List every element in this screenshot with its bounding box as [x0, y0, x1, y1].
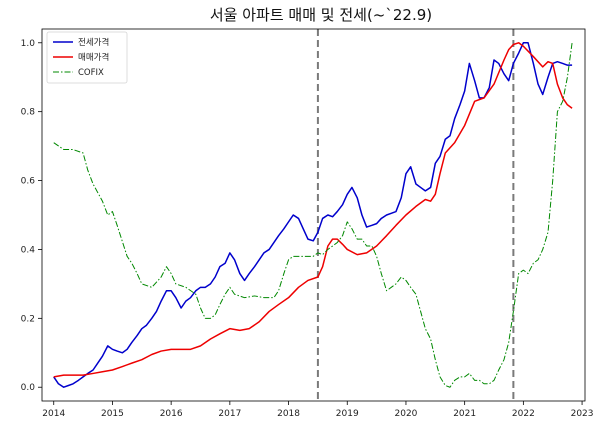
x-tick-label: 2023: [571, 409, 594, 419]
x-tick-label: 2018: [277, 409, 300, 419]
y-tick-label: 1.0: [21, 39, 36, 49]
y-tick-label: 0.8: [21, 108, 36, 118]
y-tick-label: 0.2: [21, 314, 35, 324]
plot-area: [53, 29, 573, 401]
legend-label-1: 전세가격: [78, 37, 109, 48]
legend-label-3: COFIX: [78, 68, 104, 78]
series-line-2: [53, 42, 573, 378]
plot-frame: [41, 28, 586, 402]
legend-box: [46, 31, 128, 84]
x-tick-label: 2020: [395, 409, 418, 419]
x-tick-label: 2022: [512, 409, 535, 419]
legend-label-2: 매매가격: [78, 52, 109, 63]
axes: 2014 2015 2016 2017 2018 2019 2020 2021 2022 2023…: [21, 28, 594, 419]
y-tick-label: 0.4: [21, 245, 36, 255]
series-line-3: [53, 42, 573, 388]
y-tick-label: 0.6: [21, 177, 36, 187]
x-tick-label: 2017: [218, 409, 241, 419]
x-tick-label: 2016: [160, 409, 183, 419]
x-tick-label: 2021: [453, 409, 476, 419]
y-tick-label: 0.0: [21, 383, 36, 393]
x-tick-label: 2014: [42, 409, 65, 419]
x-tick-label: 2015: [101, 409, 124, 419]
x-tick-label: 2019: [336, 409, 359, 419]
series-line-1: [53, 42, 573, 388]
chart-title: 서울 아파트 매매 및 전세(~`22.9): [210, 6, 432, 24]
